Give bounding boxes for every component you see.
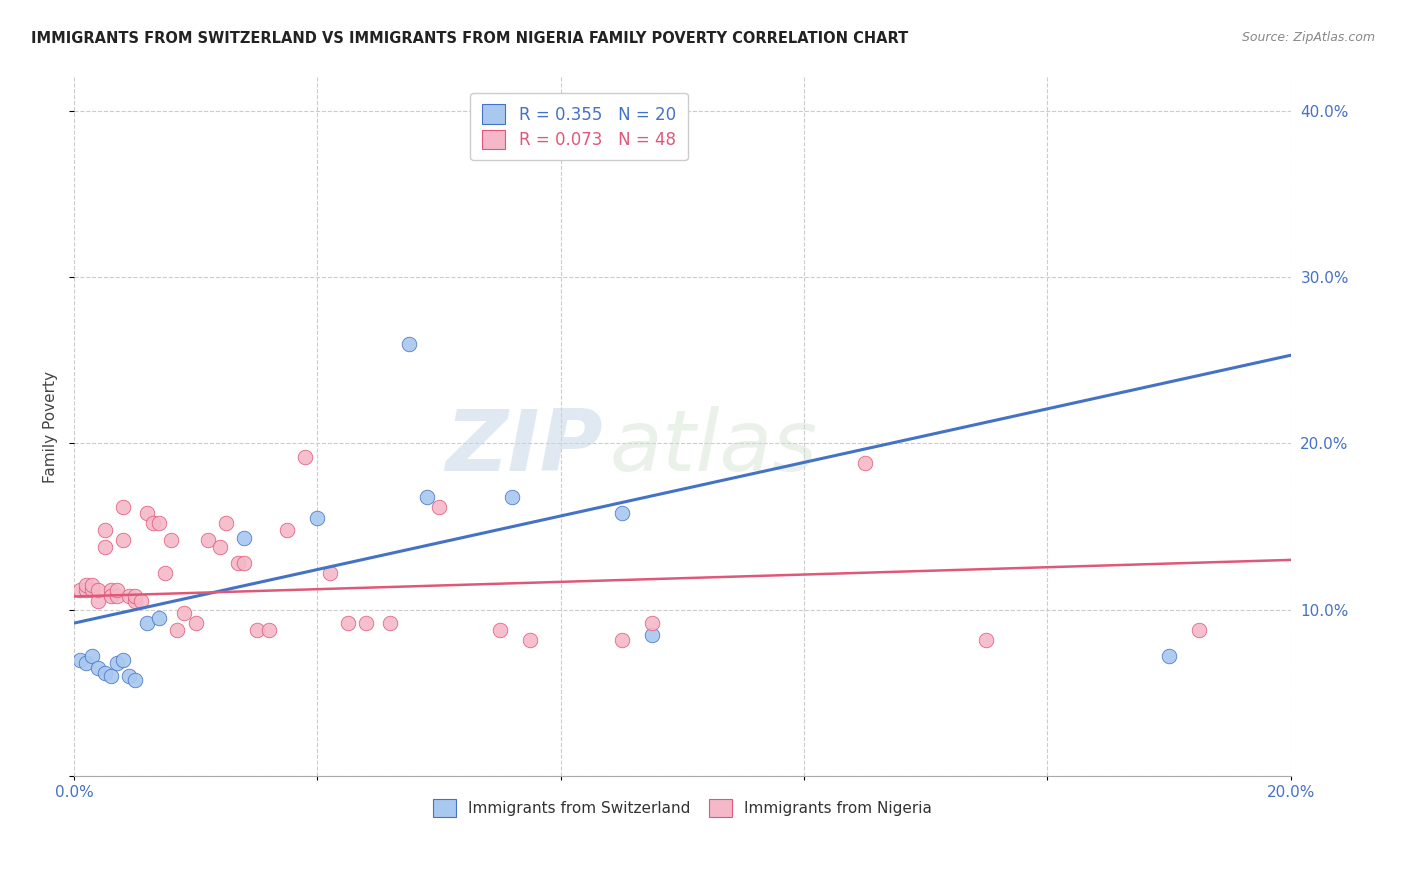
Point: [184, 616, 207, 631]
Point: [118, 669, 141, 683]
Point: [105, 582, 128, 597]
Point: [75, 582, 97, 597]
Point: [129, 594, 152, 608]
Point: [69, 582, 91, 597]
Point: [228, 556, 250, 570]
Point: [166, 623, 188, 637]
Point: [111, 533, 134, 547]
Point: [519, 632, 541, 647]
Point: [233, 556, 256, 570]
Point: [173, 606, 195, 620]
Point: [148, 516, 170, 531]
Point: [87, 594, 110, 608]
Point: [75, 656, 97, 670]
Point: [416, 490, 439, 504]
Point: [209, 540, 232, 554]
Point: [93, 666, 115, 681]
Point: [124, 673, 146, 687]
Point: [294, 450, 316, 464]
Point: [100, 590, 122, 604]
Y-axis label: Family Poverty: Family Poverty: [44, 371, 58, 483]
Point: [1157, 649, 1180, 664]
Point: [610, 632, 633, 647]
Point: [336, 616, 359, 631]
Point: [398, 336, 420, 351]
Point: [427, 500, 450, 514]
Point: [160, 533, 183, 547]
Point: [610, 506, 633, 520]
Point: [118, 590, 141, 604]
Point: [307, 511, 329, 525]
Point: [853, 457, 876, 471]
Point: [233, 531, 256, 545]
Point: [501, 490, 523, 504]
Point: [142, 516, 165, 531]
Point: [75, 578, 97, 592]
Point: [641, 628, 664, 642]
Text: ZIP: ZIP: [446, 406, 603, 490]
Point: [69, 653, 91, 667]
Point: [489, 623, 512, 637]
Point: [276, 523, 298, 537]
Point: [155, 566, 177, 581]
Point: [87, 661, 110, 675]
Point: [197, 533, 219, 547]
Text: IMMIGRANTS FROM SWITZERLAND VS IMMIGRANTS FROM NIGERIA FAMILY POVERTY CORRELATIO: IMMIGRANTS FROM SWITZERLAND VS IMMIGRANT…: [31, 31, 908, 46]
Point: [105, 590, 128, 604]
Point: [111, 653, 134, 667]
Point: [93, 523, 115, 537]
Point: [111, 500, 134, 514]
Point: [976, 632, 998, 647]
Point: [215, 516, 238, 531]
Point: [82, 649, 104, 664]
Point: [380, 616, 402, 631]
Point: [82, 582, 104, 597]
Point: [93, 540, 115, 554]
Point: [100, 669, 122, 683]
Point: [245, 623, 267, 637]
Text: atlas: atlas: [609, 406, 817, 490]
Point: [82, 578, 104, 592]
Point: [136, 506, 159, 520]
Point: [124, 590, 146, 604]
Text: Source: ZipAtlas.com: Source: ZipAtlas.com: [1241, 31, 1375, 45]
Point: [148, 611, 170, 625]
Point: [257, 623, 280, 637]
Point: [1188, 623, 1211, 637]
Point: [318, 566, 340, 581]
Point: [354, 616, 377, 631]
Point: [100, 582, 122, 597]
Point: [641, 616, 664, 631]
Point: [87, 582, 110, 597]
Legend: Immigrants from Switzerland, Immigrants from Nigeria: Immigrants from Switzerland, Immigrants …: [425, 791, 939, 824]
Point: [136, 616, 159, 631]
Point: [124, 594, 146, 608]
Point: [105, 656, 128, 670]
